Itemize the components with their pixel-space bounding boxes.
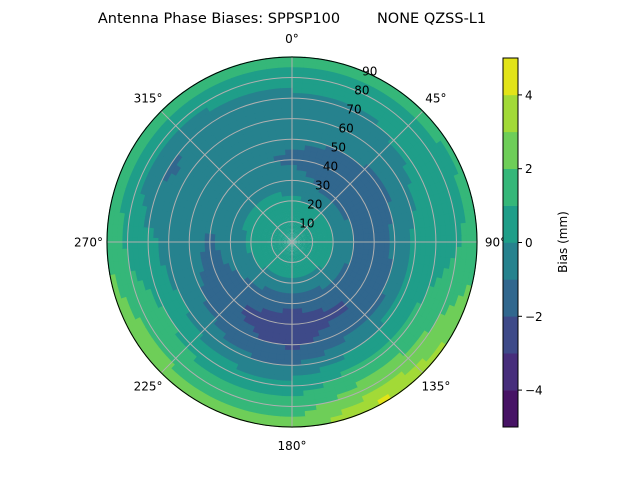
- contour-cell: [280, 87, 292, 93]
- contour-cell: [292, 329, 299, 335]
- contour-cell: [284, 133, 293, 139]
- colorbar-band: [503, 243, 518, 280]
- colorbar-band: [503, 58, 518, 95]
- contour-cell: [292, 314, 298, 320]
- theta-tick-label: 135°: [421, 379, 450, 393]
- colorbar-band: [503, 279, 518, 316]
- chart-title: Antenna Phase Biases: SPPSP100 NONE QZSS…: [98, 11, 486, 27]
- theta-tick-label: 0°: [285, 32, 299, 46]
- theta-tick-label: 180°: [278, 439, 307, 453]
- contour-cell: [282, 103, 293, 109]
- r-tick-label: 40: [323, 160, 338, 174]
- contour-cell: [292, 324, 299, 330]
- theta-tick-label: 225°: [134, 379, 163, 393]
- contour-cell: [286, 164, 292, 170]
- colorbar-band: [503, 132, 518, 169]
- theta-tick-label: 45°: [425, 92, 446, 106]
- r-tick-label: 90: [362, 65, 377, 79]
- contour-cell: [291, 355, 301, 361]
- contour-cell: [285, 149, 292, 155]
- r-tick-label: 30: [315, 179, 330, 193]
- colorbar-band: [503, 353, 518, 390]
- contour-cell: [291, 370, 302, 376]
- contour-cell: [281, 92, 293, 98]
- contour-cell: [291, 344, 300, 350]
- r-tick-label: 50: [331, 141, 346, 155]
- colorbar-band: [503, 390, 518, 427]
- contour-cell: [291, 365, 301, 371]
- colorbar-band: [503, 316, 518, 353]
- colorbar-tick-label: 4: [525, 88, 533, 102]
- r-tick-label: 60: [339, 122, 354, 136]
- colorbar-tick-label: −2: [525, 310, 543, 324]
- contour-cell: [291, 375, 302, 381]
- theta-tick-label: 270°: [74, 236, 103, 250]
- contour-cell: [291, 334, 299, 340]
- colorbar-band: [503, 95, 518, 132]
- colorbar-tick-label: 2: [525, 162, 533, 176]
- r-tick-label: 20: [307, 198, 322, 212]
- contour-cell: [291, 391, 303, 397]
- r-tick-label: 80: [354, 84, 369, 98]
- contour-cell: [291, 385, 303, 391]
- colorbar-tick-label: 0: [525, 236, 533, 250]
- contour-cell: [285, 144, 293, 150]
- contour-cell: [283, 128, 292, 134]
- colorbar-band: [503, 206, 518, 243]
- colorbar-band: [503, 169, 518, 206]
- contour-cell: [282, 113, 292, 119]
- colorbar-label: Bias (mm): [556, 211, 570, 273]
- polar-grid: [107, 57, 477, 427]
- contour-cell: [282, 108, 293, 114]
- contour-cell: [291, 350, 300, 356]
- contour-cell: [285, 154, 292, 160]
- colorbar: −4 −2 0 2 4: [503, 58, 543, 427]
- theta-tick-label: 315°: [134, 92, 163, 106]
- colorbar-tick-label: −4: [525, 384, 543, 398]
- contour-cell: [283, 123, 293, 129]
- r-tick-label: 10: [299, 217, 314, 231]
- r-tick-label: 70: [346, 103, 361, 117]
